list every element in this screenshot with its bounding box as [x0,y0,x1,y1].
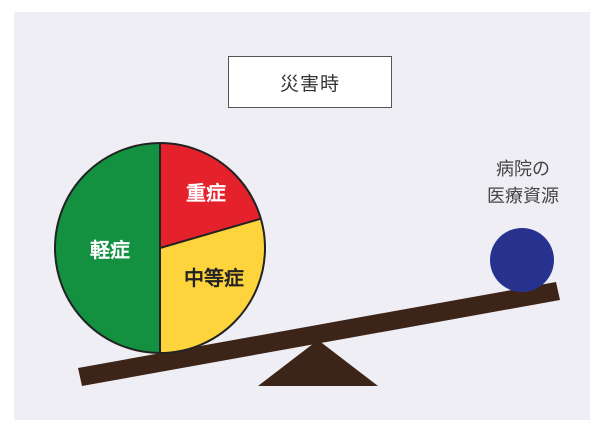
patient-pie: 軽症 重症 中等症 [54,142,266,354]
label-mild: 軽症 [90,238,130,262]
pie-slice-mild [55,143,160,353]
seesaw-beam [78,282,560,386]
hospital-resources-label: 病院の 医療資源 [468,156,578,210]
hospital-label-line-2: 医療資源 [487,186,559,207]
pie-divider-diagonal [159,217,261,249]
title-text: 災害時 [279,72,340,95]
title-box: 災害時 [228,56,392,108]
label-severe: 重症 [186,181,226,205]
hospital-label-line-1: 病院の [496,159,550,180]
pie-slice-moderate [160,218,265,353]
resource-ball [490,228,554,292]
pie-slice-severe [160,143,261,248]
label-moderate: 中等症 [184,266,244,290]
pie-outline [54,142,266,354]
fulcrum [258,340,378,386]
